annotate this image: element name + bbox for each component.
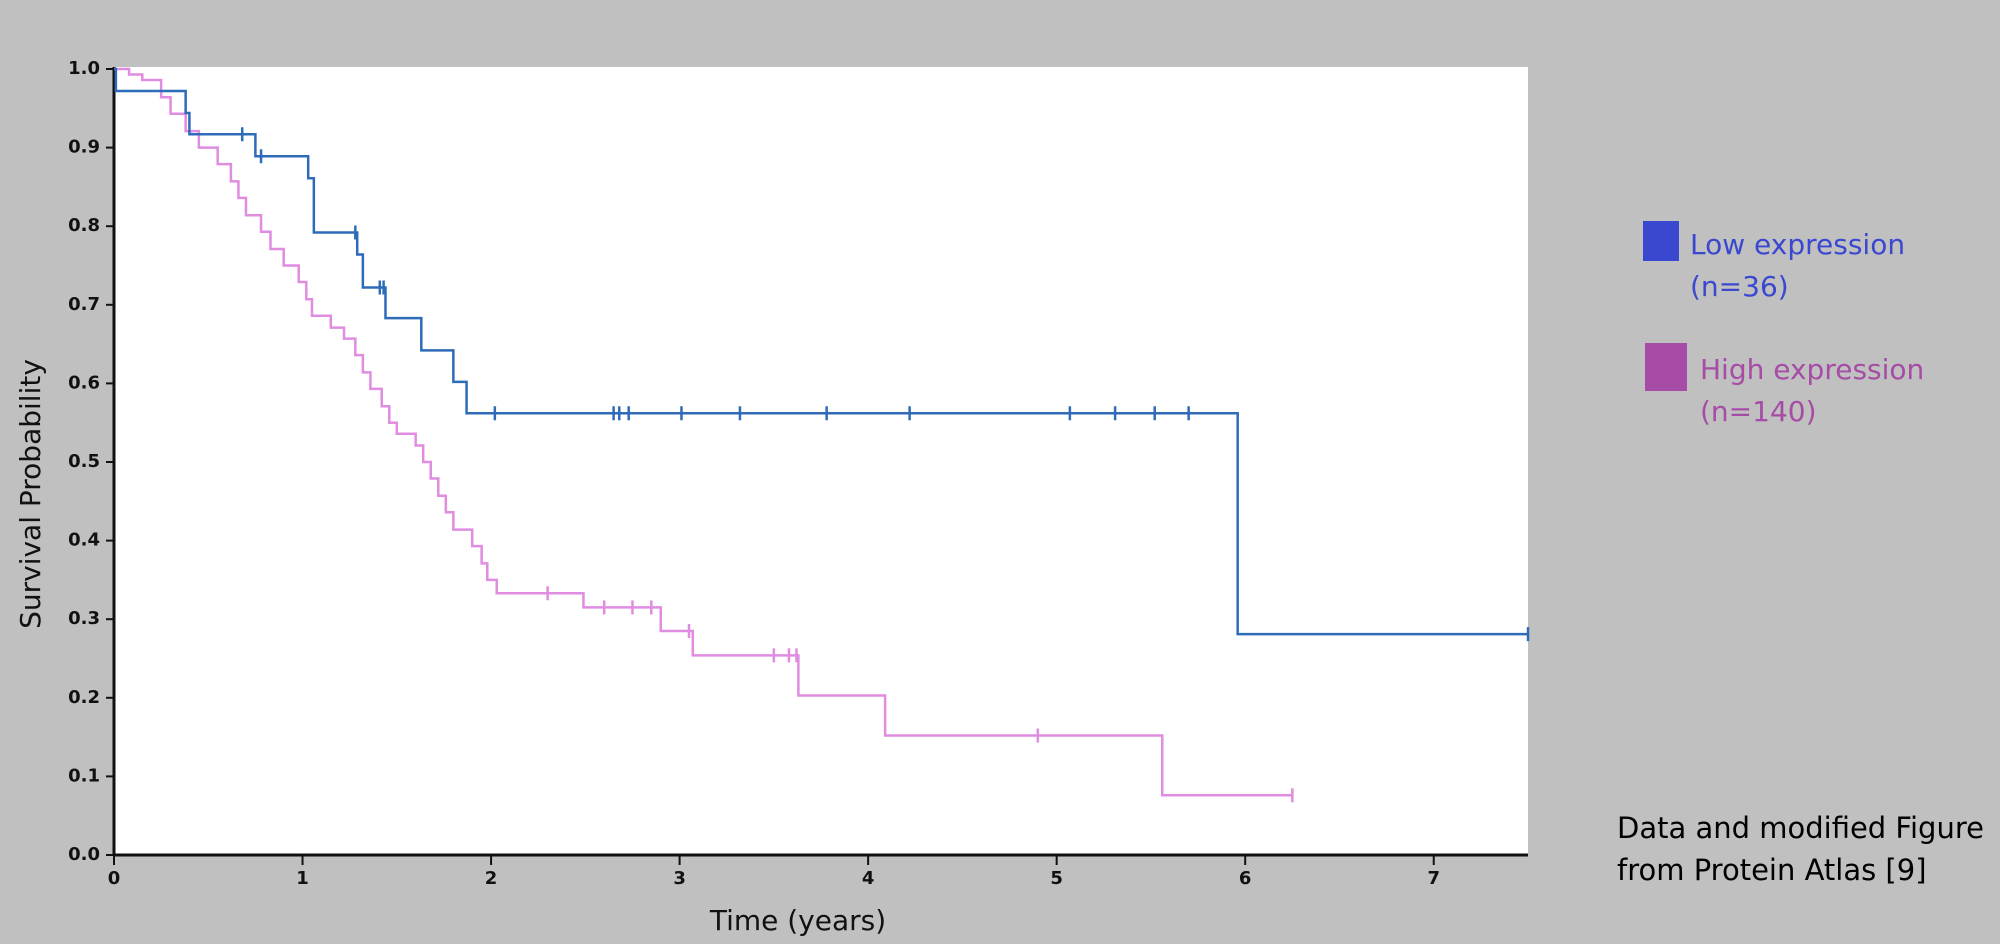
plot-area	[114, 67, 1528, 855]
y-tick-label: 0.5	[68, 451, 100, 472]
survival-line	[114, 67, 1293, 797]
x-tick-label: 5	[1050, 868, 1063, 889]
note: from Protein Atlas [9]	[1617, 853, 1927, 887]
note: Data and modified Figure	[1617, 811, 1984, 845]
legend-swatch	[1645, 343, 1687, 391]
y-tick-label: 0.8	[68, 215, 100, 236]
y-tick-label: 0.9	[68, 137, 100, 158]
x-tick-label: 4	[862, 868, 875, 889]
y-tick-label: 0.3	[68, 608, 100, 629]
y-axis-title: Survival Probability	[14, 359, 47, 629]
x-tick-label: 1	[296, 868, 309, 889]
x-tick-label: 7	[1427, 868, 1440, 889]
legend-count: (n=36)	[1690, 270, 1789, 303]
x-tick-label: 3	[673, 868, 686, 889]
legend-label: Low expression	[1690, 228, 1905, 261]
y-tick-label: 0.1	[68, 765, 100, 786]
survival-line	[114, 67, 1528, 636]
x-tick-label: 0	[108, 868, 121, 889]
x-tick-label: 6	[1239, 868, 1252, 889]
y-tick-label: 0.2	[68, 687, 100, 708]
y-tick-label: 0.4	[68, 530, 100, 551]
legend-count: (n=140)	[1700, 395, 1817, 428]
x-tick-label: 2	[485, 868, 498, 889]
y-tick-label: 0.6	[68, 372, 100, 393]
y-tick-label: 0.0	[68, 844, 100, 865]
x-axis-title: Time (years)	[709, 904, 886, 937]
legend-label: High expression	[1700, 353, 1924, 386]
y-tick-label: 1.0	[68, 58, 100, 79]
legend-swatch	[1643, 221, 1679, 261]
y-tick-label: 0.7	[68, 294, 100, 315]
